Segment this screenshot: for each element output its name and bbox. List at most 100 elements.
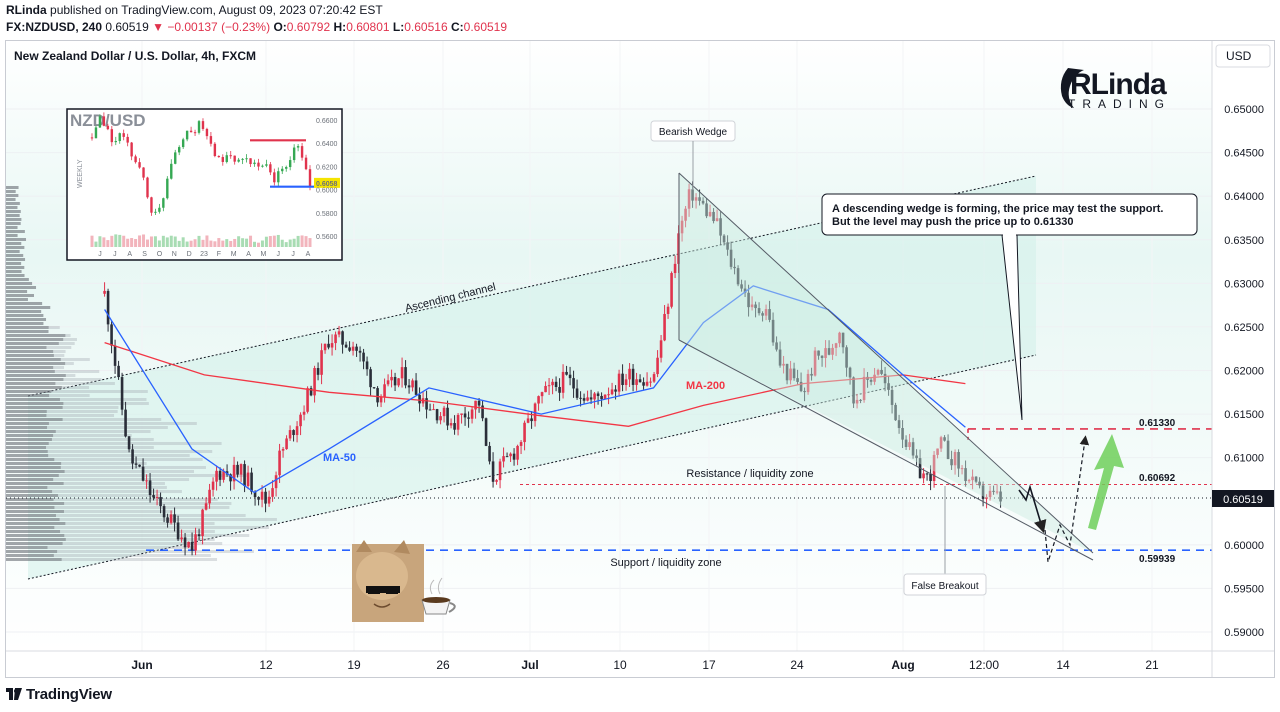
candle-body: [631, 368, 635, 385]
inset-x-tick-label: 23: [200, 251, 208, 258]
volume-profile-bar: [6, 186, 19, 189]
volume-profile-bar: [6, 242, 22, 245]
volume-profile-bar-dark: [6, 414, 47, 417]
candle-body: [883, 373, 887, 384]
volume-profile-bar-dark: [6, 302, 43, 305]
candle-body: [869, 379, 873, 382]
candle-body: [253, 491, 257, 497]
inset-volume-bar: [153, 236, 157, 247]
volume-profile-bar: [6, 510, 173, 513]
volume-profile-bar: [6, 550, 254, 553]
volume-profile-bar-dark: [6, 270, 22, 273]
chart-title: New Zealand Dollar / U.S. Dollar, 4h, FX…: [14, 49, 256, 63]
candle-body: [939, 437, 943, 449]
candle-body: [824, 348, 827, 358]
candle-body: [803, 391, 806, 393]
volume-profile-bar: [6, 526, 269, 529]
volume-profile-bar: [6, 250, 20, 253]
volume-profile-bar: [6, 410, 118, 413]
volume-profile-bar: [6, 338, 77, 341]
candle-body: [880, 369, 883, 374]
volume-profile-bar-dark: [6, 398, 60, 401]
volume-profile-bar-dark: [6, 418, 63, 421]
currency-button[interactable]: [1215, 44, 1271, 68]
candle-body: [344, 344, 348, 348]
close-value: 0.60519: [463, 20, 508, 34]
candle-body: [582, 398, 586, 401]
tradingview-logo-icon: [6, 688, 22, 700]
volume-profile-bar-dark: [6, 226, 18, 229]
inset-candle-body: [134, 156, 137, 163]
volume-profile-bar: [6, 270, 22, 273]
inset-candle-body: [285, 167, 288, 169]
inset-y-tick-label: 0.6600: [316, 118, 338, 125]
inset-y-tick-label: 0.6058: [316, 181, 338, 188]
open-value: 0.60792: [286, 20, 331, 34]
inset-candle-body: [94, 127, 98, 139]
candle-body: [684, 208, 687, 221]
candle-body: [355, 346, 358, 351]
volume-profile-bar: [6, 262, 22, 265]
volume-profile-bar-dark: [6, 538, 66, 541]
tradingview-brand[interactable]: TradingView: [6, 686, 112, 703]
inset-volume-bar: [138, 235, 142, 247]
candle-body: [208, 489, 211, 504]
volume-profile-bar: [6, 194, 19, 197]
candle-body: [834, 343, 838, 348]
volume-profile-bar-dark: [6, 274, 25, 277]
volume-profile-bar: [6, 454, 190, 457]
candle-body: [789, 368, 792, 381]
volume-profile-bar-dark: [6, 466, 61, 469]
publisher-name[interactable]: RLinda: [6, 3, 47, 17]
inset-y-tick-label: 0.5600: [316, 234, 338, 241]
inset-candle-body: [233, 155, 236, 162]
candle-body: [747, 292, 750, 308]
volume-profile-bar-dark: [6, 322, 44, 325]
candle-body: [236, 464, 239, 475]
volume-profile-bar-dark: [6, 406, 63, 409]
candle-body: [743, 288, 747, 293]
volume-profile-bar: [6, 214, 20, 217]
y-tick-label: 0.60000: [1224, 540, 1264, 552]
inset-x-tick-label: J: [98, 251, 102, 258]
candle-body: [845, 347, 848, 368]
volume-profile-bar: [6, 234, 18, 237]
candle-body: [131, 449, 134, 464]
inset-volume-bar: [173, 236, 177, 247]
candle-body: [351, 346, 355, 351]
candle-body: [610, 389, 614, 395]
candle-body: [477, 400, 481, 406]
inset-volume-bar: [205, 235, 209, 247]
candle-body: [369, 369, 372, 388]
candle-body: [229, 474, 232, 482]
volume-profile-bar: [6, 398, 147, 401]
volume-profile-bar-dark: [6, 346, 47, 349]
volume-profile-bar: [6, 226, 18, 229]
volume-profile-bar: [6, 230, 25, 233]
volume-profile-bar-dark: [6, 550, 58, 553]
candle-body: [992, 490, 995, 492]
inset-candle-body: [304, 157, 308, 170]
candle-body: [379, 396, 383, 403]
x-tick-label: Jun: [131, 658, 152, 672]
volume-profile-bar: [6, 434, 132, 437]
volume-profile-bar-dark: [6, 526, 55, 529]
candle-body: [292, 430, 295, 436]
bullish-arrow-icon: [1088, 434, 1124, 530]
candle-body: [106, 290, 110, 325]
chart-frame: [5, 40, 1275, 678]
candle-body: [925, 473, 929, 475]
candle-body: [596, 393, 600, 396]
candle-body: [897, 420, 901, 429]
inset-volume-bar: [260, 240, 264, 247]
candle-body: [726, 242, 729, 250]
close-label: C:: [450, 20, 464, 34]
x-tick-label: 12: [259, 658, 273, 672]
candle-body: [768, 309, 771, 320]
volume-profile-bar: [6, 530, 215, 533]
candle-body: [782, 363, 785, 366]
candle-body: [201, 509, 204, 537]
inset-volume-bar: [253, 241, 257, 247]
candle-body: [624, 379, 628, 386]
